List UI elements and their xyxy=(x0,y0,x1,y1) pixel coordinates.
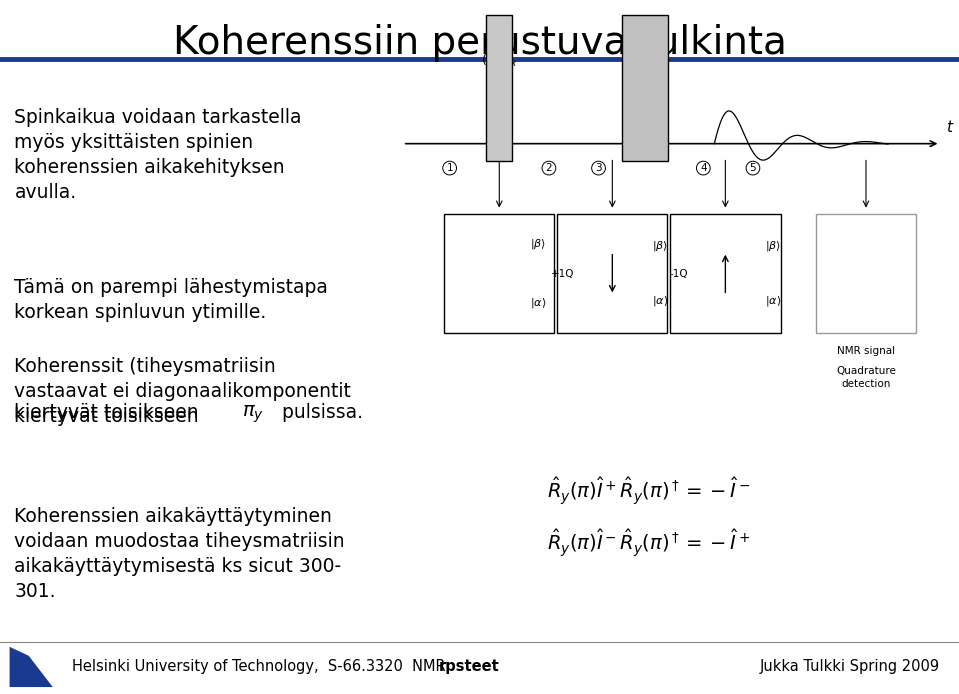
Text: 4: 4 xyxy=(700,163,707,173)
Text: pulsissa.: pulsissa. xyxy=(276,403,363,421)
FancyBboxPatch shape xyxy=(670,214,781,333)
FancyBboxPatch shape xyxy=(622,15,668,161)
Text: 2: 2 xyxy=(546,163,552,173)
Text: -1Q: -1Q xyxy=(669,269,688,278)
Text: kiertyvät toisikseen: kiertyvät toisikseen xyxy=(14,403,205,421)
Text: Koherenssien aikakäyttäytyminen
voidaan muodostaa tiheysmatriisin
aikakäyttäytym: Koherenssien aikakäyttäytyminen voidaan … xyxy=(14,507,345,600)
Text: Helsinki University of Technology,  S-66.3320  NMR: Helsinki University of Technology, S-66.… xyxy=(72,659,446,674)
FancyBboxPatch shape xyxy=(557,214,667,333)
Text: Tämä on parempi lähestymistapa
korkean spinluvun ytimille.: Tämä on parempi lähestymistapa korkean s… xyxy=(14,278,328,321)
Text: $\pi_y$: $\pi_y$ xyxy=(242,404,264,425)
Text: Jukka Tulkki Spring 2009: Jukka Tulkki Spring 2009 xyxy=(760,659,940,674)
Text: $(\pi/2)_x$: $(\pi/2)_x$ xyxy=(481,53,518,69)
FancyBboxPatch shape xyxy=(444,214,554,333)
Text: $|\alpha\rangle$: $|\alpha\rangle$ xyxy=(652,294,668,308)
FancyBboxPatch shape xyxy=(815,214,917,333)
Text: $\pi_y$: $\pi_y$ xyxy=(638,54,653,69)
Text: Koherenssiin perustuva tulkinta: Koherenssiin perustuva tulkinta xyxy=(173,24,786,62)
Text: +1Q: +1Q xyxy=(551,269,574,278)
Text: $\hat{R}_y(\pi)\hat{I}^-\hat{R}_y(\pi)^\dagger = -\hat{I}^+$: $\hat{R}_y(\pi)\hat{I}^-\hat{R}_y(\pi)^\… xyxy=(547,527,750,559)
Text: 3: 3 xyxy=(596,163,602,173)
FancyBboxPatch shape xyxy=(486,15,512,161)
Text: rpsteet: rpsteet xyxy=(438,659,499,674)
Text: Quadrature
detection: Quadrature detection xyxy=(836,366,896,389)
Text: NMR signal: NMR signal xyxy=(837,346,895,355)
Text: Koherenssit (tiheysmatriisin
vastaavat ei diagonaalikomponentit
kiertyvät toisik: Koherenssit (tiheysmatriisin vastaavat e… xyxy=(14,357,351,426)
Text: $|\alpha\rangle$: $|\alpha\rangle$ xyxy=(764,294,782,308)
Text: $|\beta\rangle$: $|\beta\rangle$ xyxy=(652,239,667,253)
Text: $|\beta\rangle$: $|\beta\rangle$ xyxy=(764,239,781,253)
Text: $|\alpha\rangle$: $|\alpha\rangle$ xyxy=(530,296,547,310)
Text: 5: 5 xyxy=(750,163,757,173)
Polygon shape xyxy=(10,647,53,687)
Text: 1: 1 xyxy=(446,163,453,173)
Text: $|\beta\rangle$: $|\beta\rangle$ xyxy=(530,237,547,251)
Text: $t$: $t$ xyxy=(946,119,954,135)
Text: $\hat{R}_y(\pi)\hat{I}^+\hat{R}_y(\pi)^\dagger = -\hat{I}^-$: $\hat{R}_y(\pi)\hat{I}^+\hat{R}_y(\pi)^\… xyxy=(547,475,750,507)
Text: Spinkaikua voidaan tarkastella
myös yksittäisten spinien
koherenssien aikakehity: Spinkaikua voidaan tarkastella myös yksi… xyxy=(14,108,302,201)
